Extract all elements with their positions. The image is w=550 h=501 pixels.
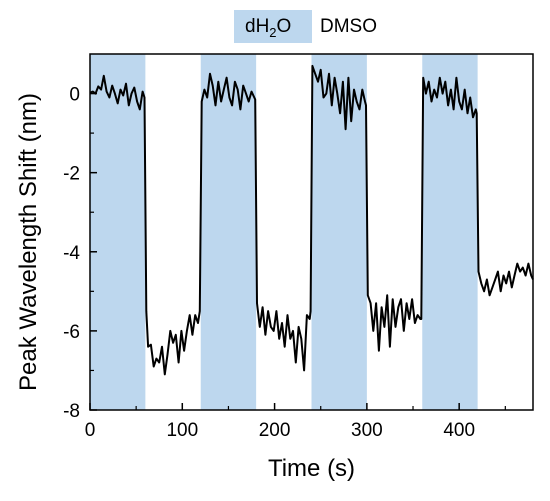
shaded-region-2 — [200, 54, 257, 410]
y-tick-label: -6 — [63, 322, 80, 343]
legend-label-dmso: DMSO — [320, 16, 377, 37]
x-tick-label: 400 — [443, 420, 475, 441]
x-tick-label: 100 — [166, 420, 198, 441]
shaded-region-1 — [90, 54, 146, 410]
series-line-1 — [89, 64, 534, 376]
series-group — [89, 64, 534, 376]
y-axis-title: Peak Wavelength Shift (nm) — [15, 93, 42, 391]
y-tick-label: -4 — [63, 243, 80, 264]
legend-label-water: dH2O — [245, 16, 291, 40]
y-tick-label: -2 — [63, 164, 80, 185]
legend: dH2O DMSO — [234, 10, 377, 43]
x-axis-ticks: 0 100 200 300 400 — [85, 403, 506, 441]
x-axis-title: Time (s) — [268, 455, 355, 482]
x-tick-label: 300 — [351, 420, 383, 441]
x-tick-label: 200 — [259, 420, 291, 441]
x-tick-label: 0 — [85, 420, 96, 441]
y-axis-ticks: 0 -2 -4 -6 -8 — [63, 85, 97, 422]
y-tick-label: 0 — [69, 85, 80, 106]
y-tick-label: -8 — [63, 401, 80, 422]
shaded-regions — [90, 54, 478, 410]
legend-swatch-water — [234, 10, 312, 43]
plot-frame — [89, 53, 534, 411]
